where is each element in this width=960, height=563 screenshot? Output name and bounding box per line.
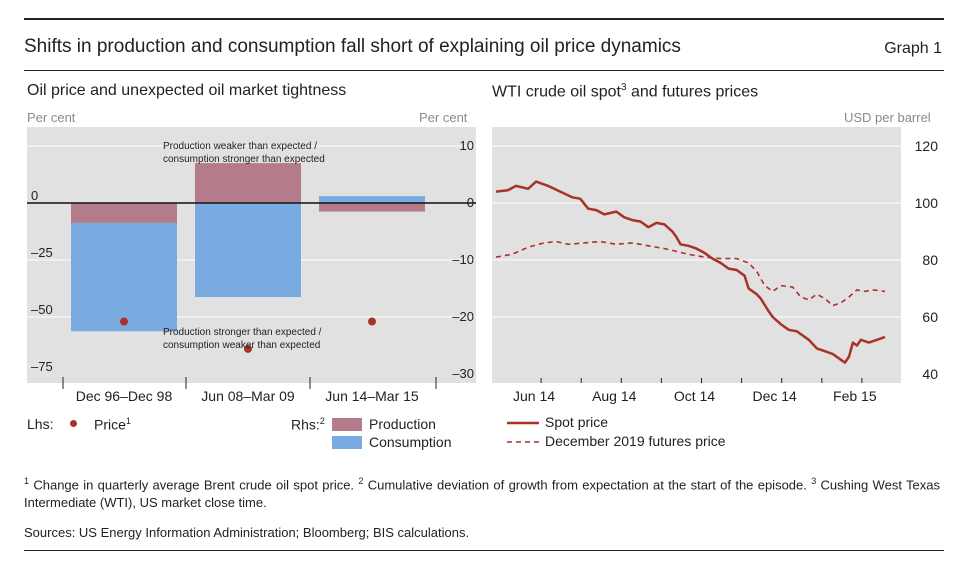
annotation-top-line1: Production weaker than expected / bbox=[163, 141, 317, 152]
right-chart-x-tick-label: Aug 14 bbox=[592, 388, 637, 404]
production-legend-swatch bbox=[332, 418, 362, 431]
right-chart-x-tick-label: Jun 14 bbox=[513, 388, 555, 404]
rhs-label: Rhs:2 bbox=[291, 416, 325, 433]
lhs-label: Lhs: bbox=[27, 416, 54, 432]
right-panel-title-main: WTI crude oil spot bbox=[492, 83, 621, 101]
footnote-2: Cumulative deviation of growth from expe… bbox=[367, 477, 807, 493]
right-panel-title: WTI crude oil spot3 and futures prices bbox=[492, 82, 758, 101]
right-axis-tick-label: –10 bbox=[452, 252, 474, 267]
right-chart-x-tick-label: Oct 14 bbox=[674, 388, 715, 404]
price-legend-marker bbox=[70, 414, 77, 430]
production-bar bbox=[71, 203, 177, 223]
consumption-bar bbox=[195, 203, 301, 298]
category-label: Dec 96–Dec 98 bbox=[76, 388, 173, 404]
price-legend-footnote-mark: 1 bbox=[125, 416, 131, 426]
rhs-label-text: Rhs: bbox=[291, 416, 320, 433]
production-bar bbox=[195, 163, 301, 203]
left-panel-title: Oil price and unexpected oil market tigh… bbox=[27, 82, 347, 99]
graph-number: Graph 1 bbox=[884, 40, 942, 57]
price-legend-label: Price1 bbox=[94, 416, 131, 433]
price-point bbox=[120, 317, 128, 326]
futures-price-line bbox=[495, 240, 886, 307]
annotation-bottom-line2: consumption weaker than expected bbox=[163, 340, 320, 351]
right-chart-x-tick-label: Dec 14 bbox=[752, 388, 797, 404]
price-point bbox=[244, 344, 252, 353]
futures-legend-label: December 2019 futures price bbox=[545, 433, 726, 449]
right-chart-y-tick-label: 100 bbox=[915, 195, 939, 211]
top-rule bbox=[24, 18, 944, 20]
consumption-bar bbox=[71, 222, 177, 332]
left-axis-tick-label: 0 bbox=[31, 188, 38, 203]
left-axis-tick-label: –50 bbox=[31, 302, 53, 317]
category-label: Jun 08–Mar 09 bbox=[201, 388, 295, 404]
production-bar bbox=[319, 203, 425, 212]
consumption-legend-label: Consumption bbox=[369, 434, 452, 450]
right-chart-y-tick-label: 120 bbox=[915, 138, 939, 154]
spot-legend-label: Spot price bbox=[545, 414, 609, 430]
right-axis-tick-label: –30 bbox=[452, 366, 474, 381]
consumption-bar bbox=[319, 196, 425, 203]
graph-title: Shifts in production and consumption fal… bbox=[24, 36, 681, 57]
right-axis-tick-label: 0 bbox=[467, 195, 474, 210]
right-chart-y-tick-label: 40 bbox=[922, 366, 938, 382]
right-chart-x-tick-label: Feb 15 bbox=[833, 388, 877, 404]
left-axis-tick-label: –25 bbox=[31, 245, 53, 260]
left-axis-tick-label: –75 bbox=[31, 359, 53, 374]
left-axis-unit: Per cent bbox=[27, 110, 76, 125]
price-point bbox=[368, 317, 376, 326]
consumption-legend-swatch bbox=[332, 436, 362, 449]
spot-price-line bbox=[495, 180, 886, 364]
bottom-rule bbox=[24, 550, 944, 551]
sources-note: Sources: US Energy Information Administr… bbox=[24, 525, 470, 540]
rhs-footnote-mark: 2 bbox=[319, 416, 325, 426]
right-panel-title-footnote-mark: 3 bbox=[620, 82, 627, 93]
production-legend-label: Production bbox=[369, 416, 436, 432]
annotation-bottom-line1: Production stronger than expected / bbox=[163, 327, 322, 338]
footnote-3: Cushing West Texas Intermediate (WTI), U… bbox=[24, 477, 940, 511]
footnote-3-mark: 3 bbox=[811, 476, 817, 486]
right-chart-y-tick-label: 60 bbox=[922, 309, 938, 325]
title-rule bbox=[24, 70, 944, 71]
right-chart-y-tick-label: 80 bbox=[922, 252, 938, 268]
category-label: Jun 14–Mar 15 bbox=[325, 388, 419, 404]
price-legend-text: Price bbox=[94, 416, 126, 433]
footnote-1: Change in quarterly average Brent crude … bbox=[33, 477, 355, 493]
right-axis-unit: Per cent bbox=[419, 110, 468, 125]
footnote-2-mark: 2 bbox=[358, 476, 364, 486]
right-axis-tick-label: 10 bbox=[460, 138, 474, 153]
right-chart-unit: USD per barrel bbox=[844, 110, 931, 125]
footnote-1-mark: 1 bbox=[24, 476, 30, 486]
footnotes: 1 Change in quarterly average Brent crud… bbox=[24, 472, 940, 512]
annotation-top-line2: consumption stronger than expected bbox=[163, 154, 325, 165]
right-panel-title-suffix: and futures prices bbox=[626, 83, 759, 101]
right-legend-keys bbox=[507, 421, 539, 443]
right-plot-area bbox=[492, 127, 901, 383]
right-axis-tick-label: –20 bbox=[452, 309, 474, 324]
